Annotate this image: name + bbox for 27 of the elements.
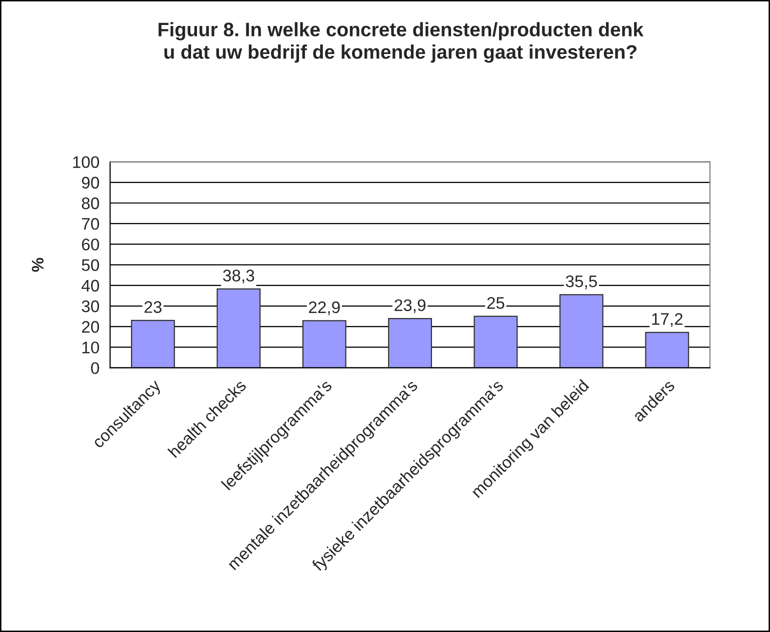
- data-label: 17,2: [652, 313, 682, 327]
- y-axis-title: %: [32, 258, 44, 272]
- y-tick-label: 10: [82, 342, 100, 354]
- y-tick-label: 0: [91, 362, 100, 374]
- bar: [474, 316, 518, 368]
- bar: [216, 288, 261, 368]
- bar: [645, 332, 690, 368]
- y-tick-label: 70: [82, 218, 100, 230]
- y-tick-label: 20: [82, 321, 100, 333]
- data-label: 38,3: [223, 270, 254, 284]
- y-tick-label: 80: [82, 197, 100, 210]
- data-label: 23: [144, 301, 162, 313]
- data-label: 22,9: [308, 301, 340, 316]
- y-tick-label: 60: [82, 238, 100, 250]
- y-tick-label: 40: [82, 280, 100, 292]
- bar: [559, 294, 604, 368]
- chart-title: Figuur 8. In welke concrete diensten/producten denk u dat uw bedrijf de komende jaren gaat investeren?: [158, 22, 644, 63]
- data-label: 25: [487, 297, 504, 309]
- data-label: 23,9: [394, 299, 426, 314]
- bar: [302, 320, 346, 368]
- data-label: 35,5: [566, 275, 597, 290]
- y-tick-label: 30: [82, 300, 100, 312]
- y-tick-label: 90: [82, 176, 100, 189]
- y-tick-label: 50: [82, 259, 100, 272]
- bar: [130, 320, 175, 368]
- bar: [388, 318, 432, 368]
- y-tick-label: 100: [73, 156, 100, 168]
